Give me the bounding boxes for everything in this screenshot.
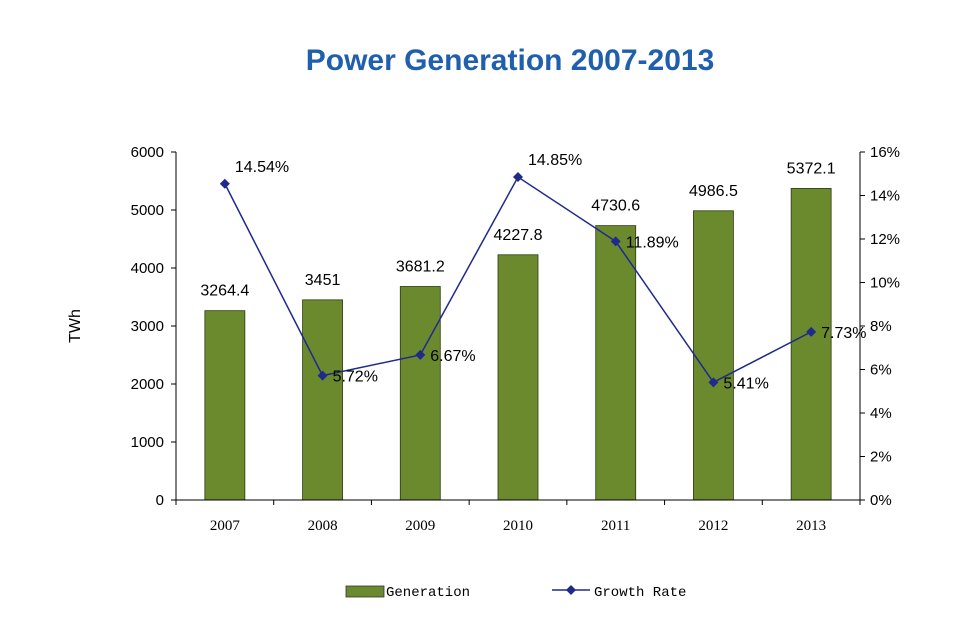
growth-rate-marker <box>610 236 621 247</box>
bar-value-label: 4227.8 <box>494 227 543 244</box>
bar <box>595 225 637 501</box>
y2-tick-label: 14% <box>870 188 900 205</box>
bar-value-label: 3264.4 <box>200 283 249 300</box>
growth-rate-marker <box>806 326 817 337</box>
growth-value-label: 5.72% <box>333 369 378 386</box>
bar-value-label: 3451 <box>305 272 341 289</box>
bar <box>399 286 441 501</box>
y-tick-label: 1000 <box>131 434 164 451</box>
y-tick-label: 4000 <box>131 260 164 277</box>
y-tick-label: 3000 <box>131 318 164 335</box>
y2-tick-label: 8% <box>870 318 892 335</box>
y2-tick-label: 0% <box>870 492 892 509</box>
growth-rate-marker <box>708 377 719 388</box>
y-tick-label: 2000 <box>131 376 164 393</box>
y2-tick-label: 10% <box>870 275 900 292</box>
bar-value-label: 3681.2 <box>396 258 445 275</box>
bar <box>302 299 343 501</box>
y2-tick-label: 6% <box>870 362 892 379</box>
bar <box>790 188 832 501</box>
x-tick-label: 2010 <box>503 518 533 534</box>
legend-label-generation: Generation <box>386 585 470 601</box>
bar-value-label: 4986.5 <box>689 183 738 200</box>
legend-marker-growth-rate <box>566 585 576 595</box>
bar <box>693 210 734 501</box>
y-tick-label: 6000 <box>131 144 164 161</box>
y-tick-label: 0 <box>156 492 164 509</box>
bar-value-label: 5372.1 <box>787 160 836 177</box>
growth-rate-marker <box>219 178 230 189</box>
growth-rate-marker <box>415 349 426 360</box>
legend-swatch-generation <box>345 585 385 598</box>
growth-value-label: 6.67% <box>430 348 475 365</box>
growth-value-label: 7.73% <box>821 325 866 342</box>
growth-value-label: 5.41% <box>723 375 768 392</box>
x-tick-label: 2011 <box>601 518 630 534</box>
chart-title: Power Generation 2007-2013 <box>306 44 715 77</box>
bars-group <box>204 188 832 501</box>
bar <box>497 254 539 501</box>
axes-group: 0 1000 2000 3000 4000 5000 6000 0% 2% 4% 6% 8% 10% 12… <box>131 144 900 534</box>
x-tick-label: 2008 <box>308 518 338 534</box>
bar <box>204 310 246 501</box>
y2-tick-label: 12% <box>870 231 900 248</box>
growth-rate-marker <box>513 172 523 183</box>
legend: Generation Growth Rate <box>345 585 686 601</box>
x-tick-label: 2009 <box>405 518 435 534</box>
growth-rate-marker <box>317 370 328 381</box>
y-tick-label: 5000 <box>131 202 164 219</box>
growth-value-label: 11.89% <box>626 234 679 251</box>
y2-tick-label: 2% <box>870 449 892 466</box>
growth-value-label: 14.85% <box>528 152 582 169</box>
y2-tick-label: 4% <box>870 405 892 422</box>
y2-tick-label: 16% <box>870 144 900 161</box>
x-tick-label: 2013 <box>796 518 826 534</box>
x-tick-label: 2012 <box>698 518 728 534</box>
data-labels-group: 3264.4 3451 3681.2 4227.8 4730.6 4986.5 5372.1… <box>200 152 866 392</box>
growth-value-label: 14.54% <box>235 159 289 176</box>
legend-label-growth-rate: Growth Rate <box>594 585 686 601</box>
growth-line-group <box>219 172 817 388</box>
y-axis-label: TWh <box>67 309 84 343</box>
x-tick-label: 2007 <box>210 518 241 534</box>
bar-value-label: 4730.6 <box>591 198 640 215</box>
